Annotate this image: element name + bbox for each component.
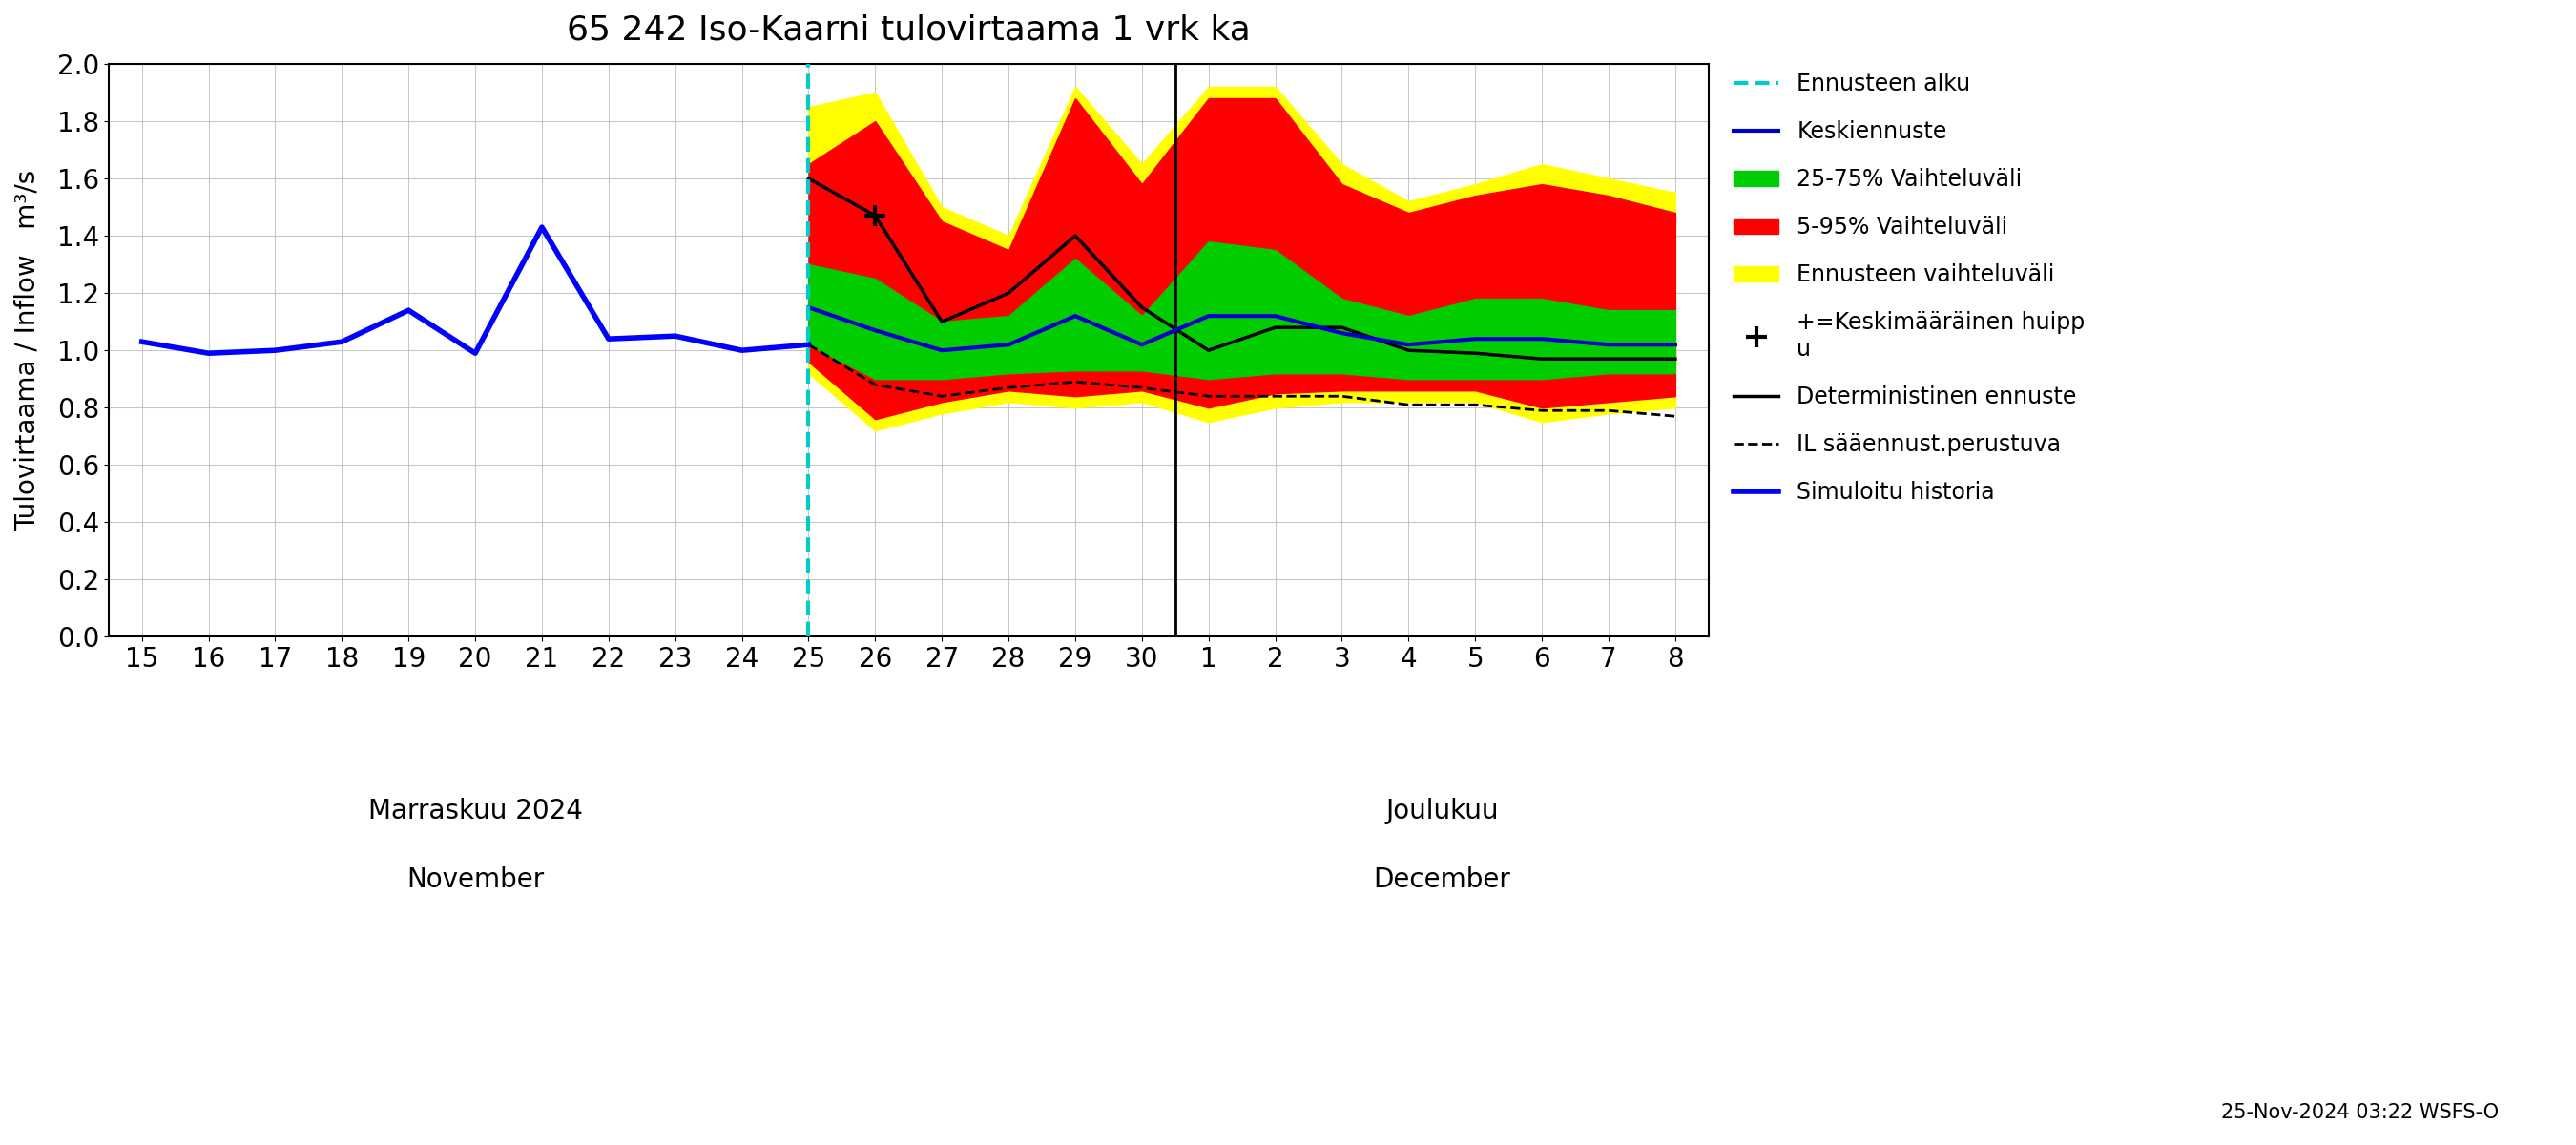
Text: Joulukuu: Joulukuu — [1386, 797, 1499, 824]
Text: December: December — [1373, 866, 1510, 893]
Text: Marraskuu 2024: Marraskuu 2024 — [368, 797, 582, 824]
Title: 65 242 Iso-Kaarni tulovirtaama 1 vrk ka: 65 242 Iso-Kaarni tulovirtaama 1 vrk ka — [567, 14, 1249, 47]
Y-axis label: Tulovirtaama / Inflow   m³/s: Tulovirtaama / Inflow m³/s — [15, 169, 41, 531]
Legend: Ennusteen alku, Keskiennuste, 25-75% Vaihteluväli, 5-95% Vaihteluväli, Ennusteen: Ennusteen alku, Keskiennuste, 25-75% Vai… — [1723, 64, 2094, 513]
Text: November: November — [407, 866, 544, 893]
Text: 25-Nov-2024 03:22 WSFS-O: 25-Nov-2024 03:22 WSFS-O — [2221, 1103, 2499, 1122]
